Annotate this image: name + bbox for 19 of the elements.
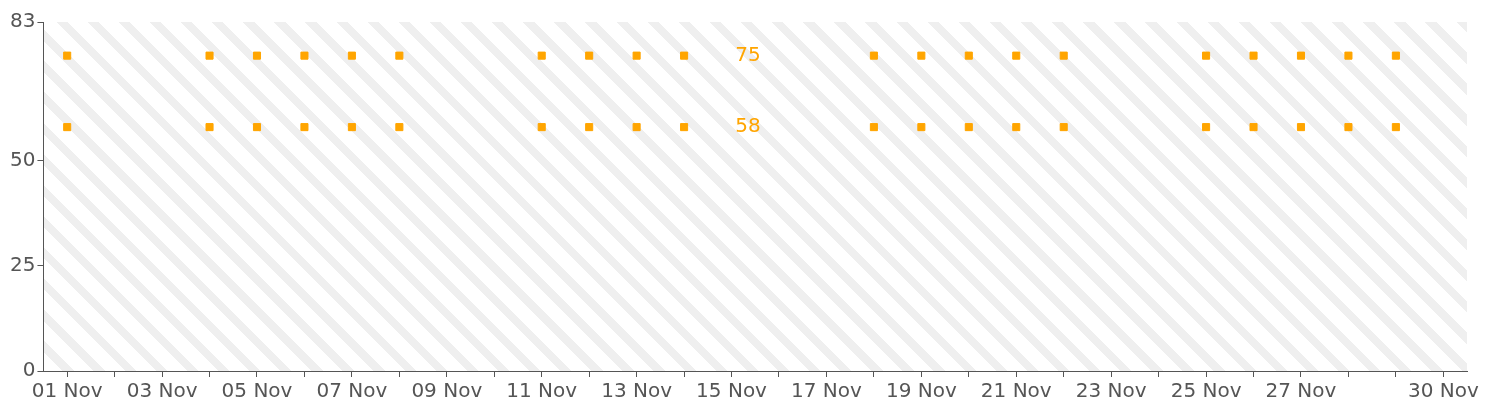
x-tick-label: 25 Nov — [1170, 378, 1242, 403]
x-tick-label: 19 Nov — [885, 378, 957, 403]
y-tick-label: 50 — [10, 146, 36, 171]
x-tick-label: 13 Nov — [601, 378, 673, 403]
x-tick-label: 30 Nov — [1407, 378, 1479, 403]
x-tick-label: 15 Nov — [696, 378, 768, 403]
x-tick-label: 07 Nov — [316, 378, 388, 403]
x-tick-label: 09 Nov — [411, 378, 483, 403]
y-tick-label: 25 — [10, 252, 36, 277]
y-tick-label: 83 — [10, 8, 36, 33]
annotation: 75 — [735, 41, 761, 66]
x-tick-label: 27 Nov — [1265, 378, 1337, 403]
x-tick-label: 05 Nov — [221, 378, 293, 403]
x-tick-label: 11 Nov — [506, 378, 578, 403]
x-tick-label: 23 Nov — [1075, 378, 1147, 403]
annotation: 58 — [735, 113, 761, 138]
x-tick-label: 21 Nov — [980, 378, 1052, 403]
x-tick-label: 03 Nov — [126, 378, 198, 403]
x-tick-label: 17 Nov — [791, 378, 863, 403]
